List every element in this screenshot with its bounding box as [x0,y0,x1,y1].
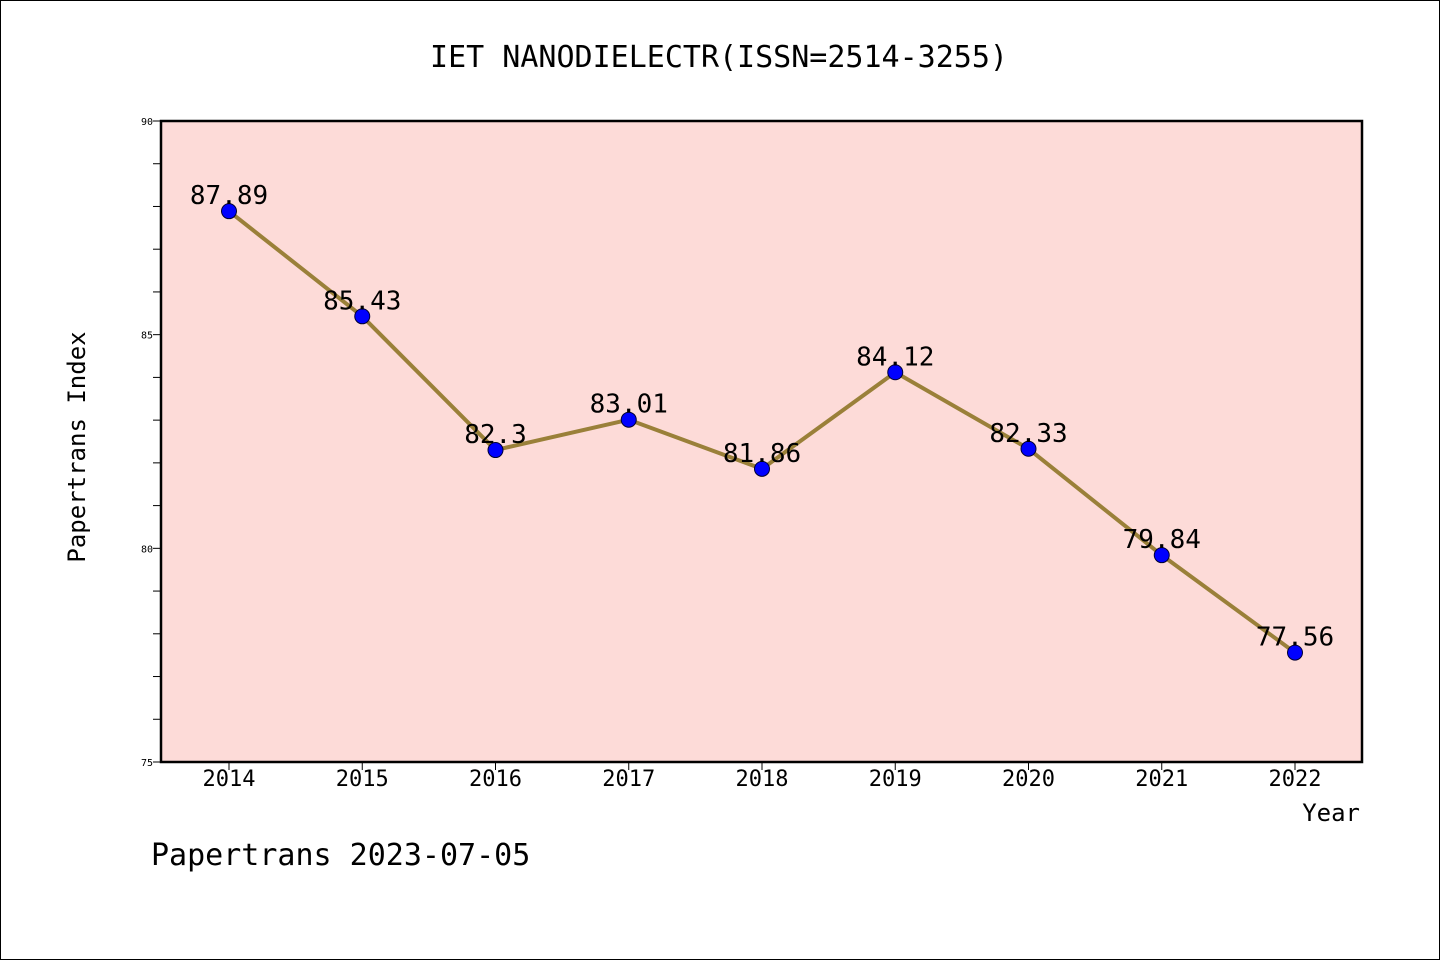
series-layer: 87.89 85.43 82.3 83.01 81.86 84.12 82.33 79.84 7… [190,181,1334,661]
x-tick-label: 2018 [736,767,789,792]
data-label: 85.43 [323,286,401,316]
x-tick-label: 2022 [1269,767,1322,792]
data-point [221,203,237,220]
x-tick-label: 2015 [336,767,389,792]
x-axis-label: Year [1302,799,1360,827]
data-label: 77.56 [1256,623,1334,653]
data-point [1287,644,1303,661]
data-label: 83.01 [590,390,668,420]
x-tick-label: 2021 [1135,767,1188,792]
data-label: 82.33 [989,419,1067,449]
data-point [354,308,371,325]
data-label: 79.84 [1123,525,1201,555]
data-point [620,411,637,428]
chart-title: IET NANODIELECTR(ISSN=2514-3255) [430,40,1008,75]
x-tick-label: 2014 [203,767,256,792]
y-axis-label: Papertrans Index [63,331,91,562]
x-tick-label: 2017 [602,767,655,792]
data-label: 87.89 [190,181,268,211]
data-point [754,460,770,477]
data-point [1020,440,1037,457]
footer-credit: Papertrans 2023-07-05 [151,838,530,873]
data-point [487,442,504,459]
y-tick-label: 85 [141,331,153,342]
x-tick-label: 2016 [469,767,522,792]
y-axis: 75 80 85 90 [141,117,161,769]
y-tick-label: 80 [141,544,153,555]
plot-area [159,119,1364,764]
x-tick-label: 2019 [869,767,922,792]
y-tick-label: 75 [141,758,153,769]
x-tick-label: 2020 [1002,767,1055,792]
data-point [887,364,904,381]
data-label: 82.3 [464,420,527,450]
y-tick-label: 90 [141,117,153,128]
x-axis: 2014 2015 2016 2017 2018 2019 2020 2021 2022 [203,762,1322,792]
data-label: 81.86 [723,439,801,469]
data-label: 84.12 [856,342,934,372]
data-point [1153,547,1170,564]
